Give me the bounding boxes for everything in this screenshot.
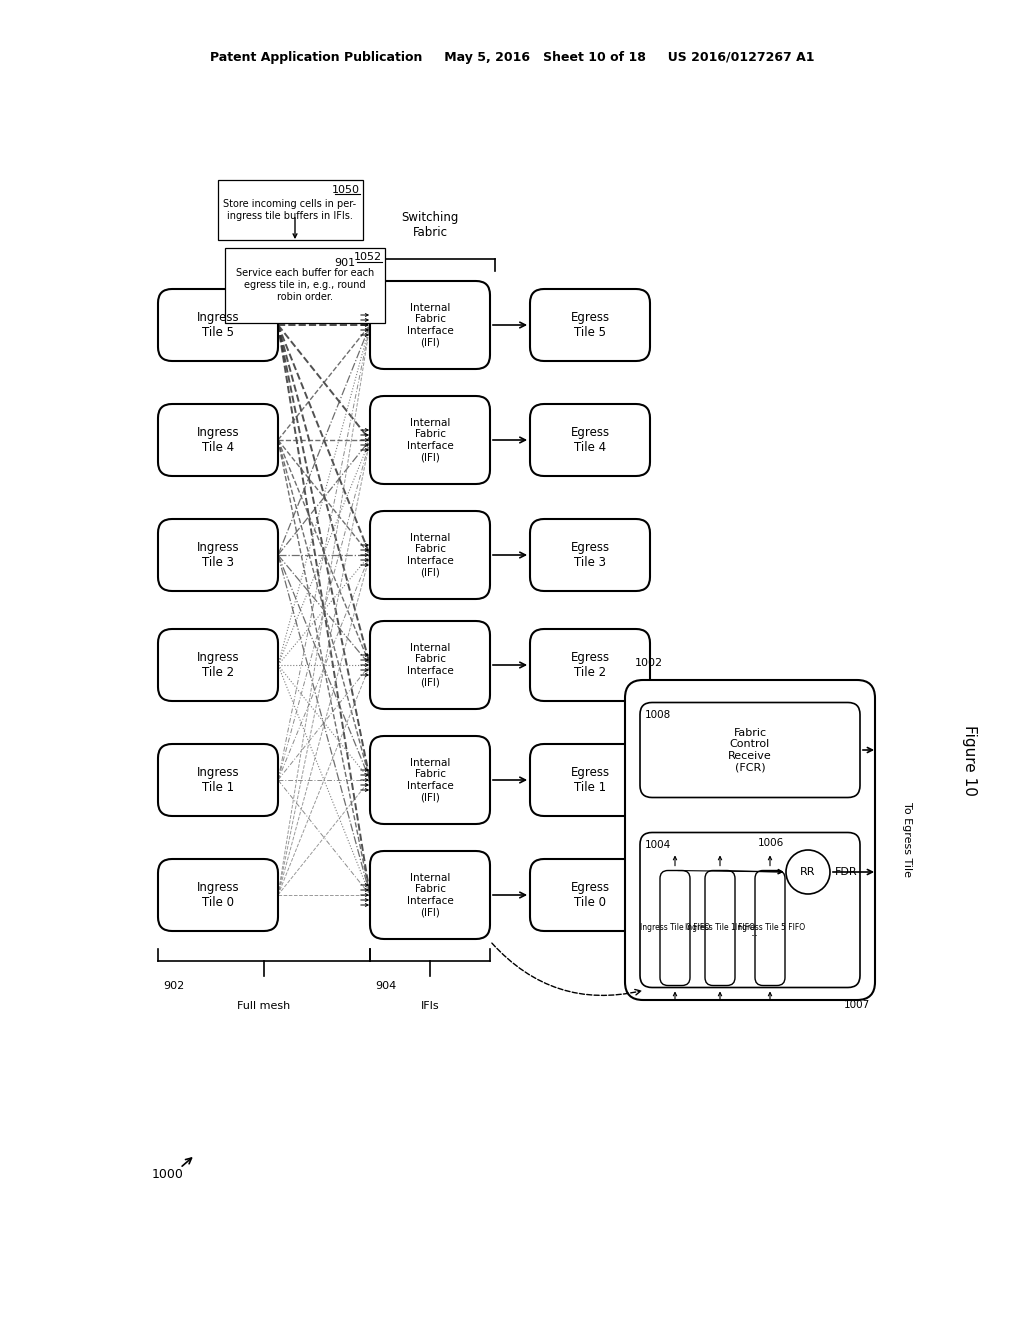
Text: 1000: 1000 — [152, 1168, 184, 1181]
Text: Egress
Tile 3: Egress Tile 3 — [570, 541, 609, 569]
Text: Ingress
Tile 4: Ingress Tile 4 — [197, 426, 240, 454]
FancyBboxPatch shape — [530, 630, 650, 701]
Text: Internal
Fabric
Interface
(IFI): Internal Fabric Interface (IFI) — [407, 302, 454, 347]
Text: RR: RR — [800, 867, 816, 876]
FancyBboxPatch shape — [158, 404, 278, 477]
Text: Figure 10: Figure 10 — [963, 725, 978, 796]
FancyBboxPatch shape — [370, 737, 490, 824]
Text: Service each buffer for each
egress tile in, e.g., round
robin order.: Service each buffer for each egress tile… — [236, 268, 374, 301]
Text: Fabric
Control
Receive
(FCR): Fabric Control Receive (FCR) — [728, 727, 772, 772]
FancyBboxPatch shape — [755, 870, 785, 986]
FancyBboxPatch shape — [705, 870, 735, 986]
Text: Egress
Tile 0: Egress Tile 0 — [570, 880, 609, 909]
Text: Ingress
Tile 5: Ingress Tile 5 — [197, 312, 240, 339]
Text: Ingress Tile 5 FIFO: Ingress Tile 5 FIFO — [735, 924, 805, 932]
Text: 901: 901 — [334, 257, 355, 268]
Text: Egress
Tile 1: Egress Tile 1 — [570, 766, 609, 795]
FancyBboxPatch shape — [158, 289, 278, 360]
Text: Ingress
Tile 2: Ingress Tile 2 — [197, 651, 240, 678]
Bar — [225, 248, 385, 322]
Text: FDR: FDR — [835, 867, 858, 876]
Text: Ingress
Tile 0: Ingress Tile 0 — [197, 880, 240, 909]
Text: 904: 904 — [375, 981, 396, 991]
FancyBboxPatch shape — [640, 702, 860, 797]
Text: 1007: 1007 — [844, 999, 870, 1010]
Text: Internal
Fabric
Interface
(IFI): Internal Fabric Interface (IFI) — [407, 532, 454, 577]
FancyBboxPatch shape — [530, 859, 650, 931]
Text: Internal
Fabric
Interface
(IFI): Internal Fabric Interface (IFI) — [407, 417, 454, 462]
Text: 1006: 1006 — [758, 838, 784, 847]
Text: Ingress Tile 0 FIFO: Ingress Tile 0 FIFO — [640, 924, 710, 932]
Text: Ingress
Tile 1: Ingress Tile 1 — [197, 766, 240, 795]
Text: Internal
Fabric
Interface
(IFI): Internal Fabric Interface (IFI) — [407, 758, 454, 803]
Text: 1052: 1052 — [354, 252, 382, 263]
Text: Patent Application Publication     May 5, 2016   Sheet 10 of 18     US 2016/0127: Patent Application Publication May 5, 20… — [210, 51, 814, 65]
Text: Ingress Tile 1 FIFO: Ingress Tile 1 FIFO — [685, 924, 755, 932]
Text: Full mesh: Full mesh — [238, 1001, 291, 1011]
Text: Internal
Fabric
Interface
(IFI): Internal Fabric Interface (IFI) — [407, 873, 454, 917]
FancyBboxPatch shape — [625, 680, 874, 1001]
Text: Ingress
Tile 3: Ingress Tile 3 — [197, 541, 240, 569]
FancyBboxPatch shape — [158, 744, 278, 816]
FancyBboxPatch shape — [370, 281, 490, 370]
FancyBboxPatch shape — [530, 744, 650, 816]
Text: Internal
Fabric
Interface
(IFI): Internal Fabric Interface (IFI) — [407, 643, 454, 688]
Text: Store incoming cells in per-
ingress tile buffers in IFIs.: Store incoming cells in per- ingress til… — [223, 199, 356, 220]
FancyBboxPatch shape — [530, 404, 650, 477]
FancyBboxPatch shape — [158, 859, 278, 931]
FancyBboxPatch shape — [158, 519, 278, 591]
FancyBboxPatch shape — [530, 289, 650, 360]
Text: Egress
Tile 5: Egress Tile 5 — [570, 312, 609, 339]
FancyBboxPatch shape — [640, 833, 860, 987]
FancyBboxPatch shape — [370, 620, 490, 709]
Text: IFIs: IFIs — [421, 1001, 439, 1011]
Text: Switching
Fabric: Switching Fabric — [401, 211, 459, 239]
Text: Egress
Tile 4: Egress Tile 4 — [570, 426, 609, 454]
Text: Egress
Tile 2: Egress Tile 2 — [570, 651, 609, 678]
Text: ..: .. — [751, 927, 759, 940]
FancyBboxPatch shape — [530, 519, 650, 591]
Text: 1050: 1050 — [332, 185, 359, 195]
FancyBboxPatch shape — [370, 511, 490, 599]
FancyBboxPatch shape — [660, 870, 690, 986]
Text: 1002: 1002 — [635, 657, 664, 668]
Text: 1004: 1004 — [645, 841, 672, 850]
Text: To Egress Tile: To Egress Tile — [902, 803, 912, 878]
Text: 1008: 1008 — [645, 710, 672, 721]
FancyBboxPatch shape — [370, 396, 490, 484]
FancyBboxPatch shape — [158, 630, 278, 701]
Text: 902: 902 — [163, 981, 184, 991]
FancyBboxPatch shape — [370, 851, 490, 939]
Bar — [217, 180, 362, 240]
